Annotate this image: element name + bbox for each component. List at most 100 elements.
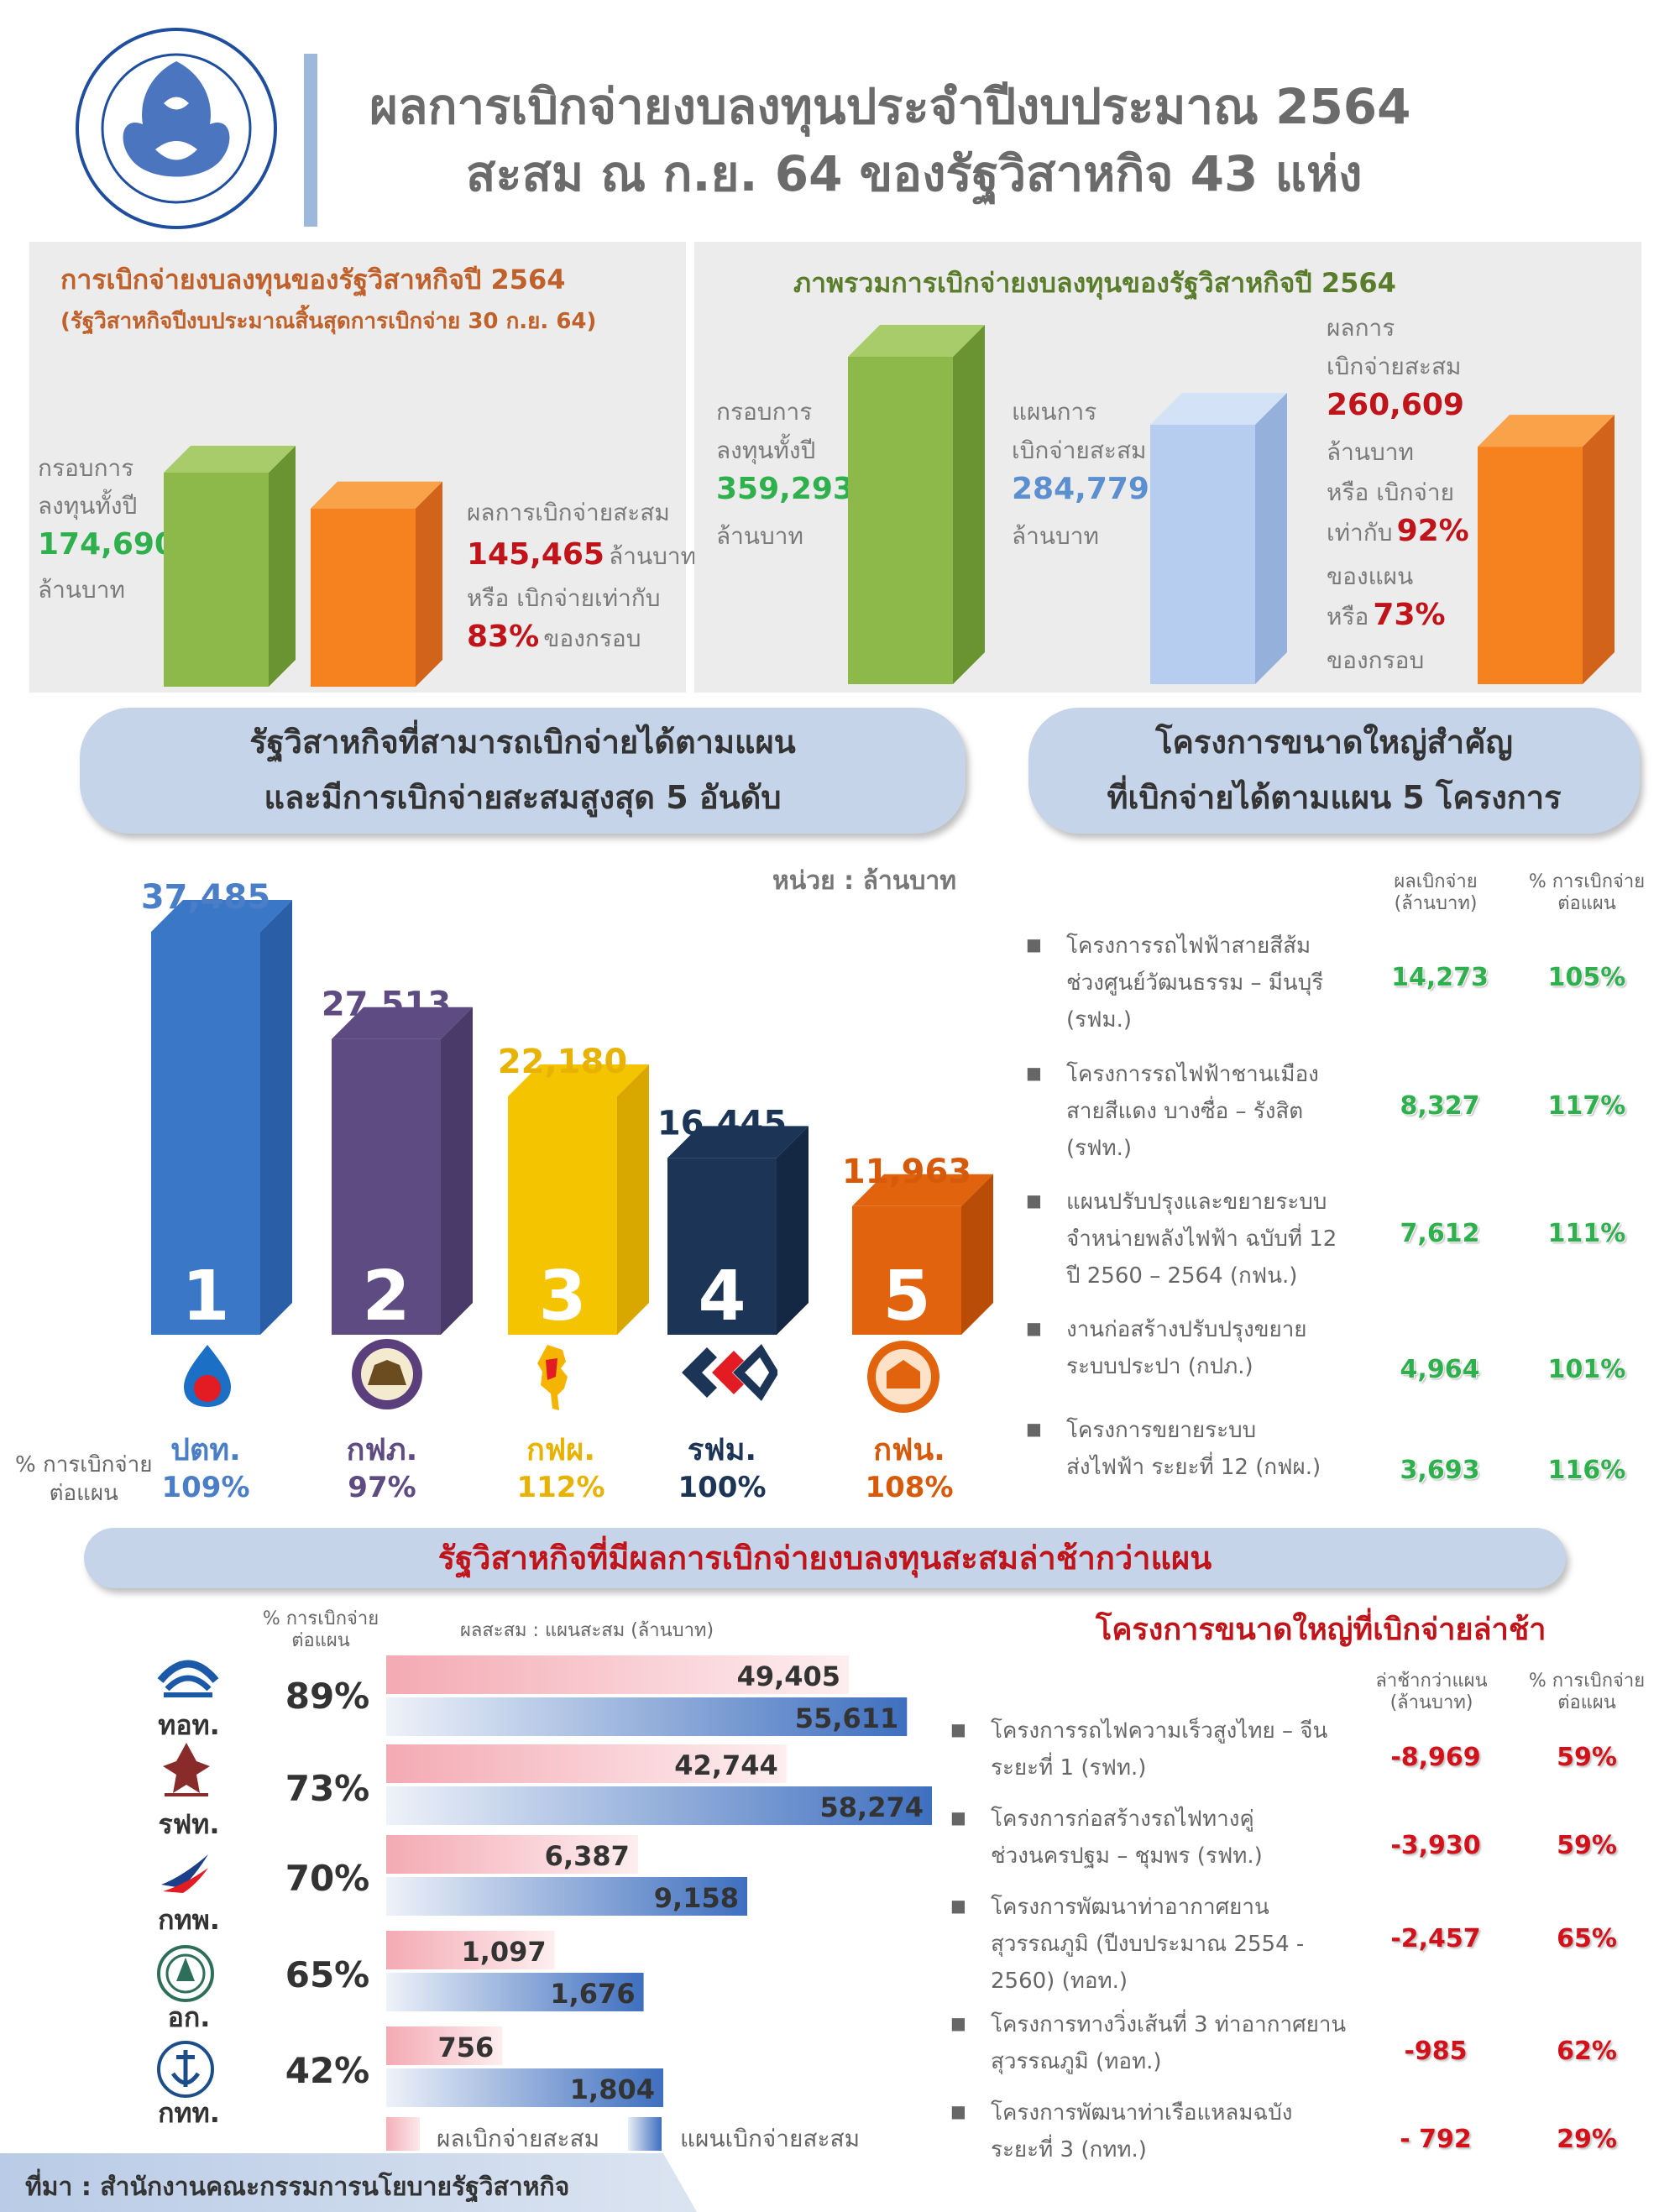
left-result-value: 145,465 (467, 537, 604, 572)
ontrack-value-4: 4,964 (1400, 1355, 1480, 1384)
right-result-pct-plan: 92% (1396, 514, 1469, 548)
page-title-line2: สะสม ณ ก.ย. 64 ของรัฐวิสาหกิจ 43 แห่ง (466, 145, 1363, 202)
right-plan-label-2: เบิกจ่ายสะสม (1012, 437, 1147, 464)
late-project-4-line-1: โครงการทางวิ่งเส้นที่ 3 ท่าอากาศยาน (991, 2012, 1347, 2037)
ontrack-project-2-line-2: สายสีแดง บางซื่อ – รังสิต (1066, 1099, 1304, 1124)
right-bar-chart (848, 325, 1615, 684)
left-budget-unit: ล้านบาท (38, 576, 125, 604)
late-col1-header-2: (ล้านบาท) (1389, 1692, 1473, 1713)
late-abbr-2: รฟท. (158, 1808, 220, 1840)
ontrack-bullet-2: ■ (1026, 1063, 1042, 1083)
ranking-unit-note: หน่วย : ล้านบาท (772, 866, 956, 896)
rank-pct-1: 109% (161, 1471, 250, 1504)
ontrack-project-4-line-1: งานก่อสร้างปรับปรุงขยาย (1066, 1317, 1307, 1342)
late-project-2-line-2: ช่วงนครปฐม – ชุมพร (รฟท.) (991, 1843, 1263, 1869)
late-abbr-1: ทอท. (158, 1709, 220, 1741)
proj-pill-line1: โครงการขนาดใหญ่สำคัญ (1155, 724, 1513, 761)
left-equal-label: หรือ เบิกจ่ายเท่ากับ (467, 584, 661, 612)
late-project-3-line-1: โครงการพัฒนาท่าอากาศยาน (991, 1895, 1269, 1920)
late-result-bar-1 (386, 1655, 850, 1694)
rank-abbr-1: ปตท. (170, 1433, 241, 1467)
right-result-label-1: ผลการ (1327, 314, 1395, 342)
late-plan-bar-5 (386, 2068, 663, 2107)
late-col2-header-2: ต่อแผน (1557, 1692, 1616, 1713)
ontrack-pct-5: 116% (1547, 1456, 1626, 1485)
ontrack-project-1-line-1: โครงการรถไฟฟ้าสายสีส้ม (1066, 933, 1311, 959)
ontrack-value-5: 3,693 (1400, 1456, 1480, 1485)
rank-number-1: 1 (181, 1257, 229, 1336)
late-abbr-5: กทท. (158, 2097, 220, 2129)
right-result-l3: หรือ เบิกจ่าย (1327, 478, 1455, 506)
mwa-logo-icon (157, 1945, 214, 2002)
left-pct-row: 83% ของกรอบ (467, 620, 641, 658)
late-bullet-3: ■ (950, 1896, 966, 1916)
late-hbar-chart: 49,40555,61142,74458,2746,3879,1581,0971… (386, 1655, 932, 2107)
ontrack-project-3-line-2: จำหน่ายพลังไฟฟ้า ฉบับที่ 12 (1066, 1226, 1337, 1252)
late-result-bar-4 (386, 1931, 555, 1969)
ranking-pct-label-1: % การเบิกจ่าย (15, 1452, 153, 1477)
late-pct-1: 89% (285, 1676, 370, 1717)
rank-bar-3 (508, 1064, 649, 1335)
late-value-3: -2,457 (1390, 1924, 1481, 1953)
late-plan-value-3: 9,158 (654, 1882, 739, 1914)
ranking-pct-label: % การเบิกจ่าย ต่อแผน (15, 1451, 152, 1508)
ontrack-bullet-3: ■ (1026, 1190, 1042, 1211)
late-pct-5: 29% (1557, 2125, 1617, 2154)
rank-abbr-5: กฟน. (873, 1433, 945, 1467)
egat-logo-icon (537, 1345, 568, 1410)
left-budget-value: 174,690 (38, 527, 175, 562)
late-col2-header: % การเบิกจ่าย ต่อแผน (1520, 1671, 1654, 1714)
rank-value-2: 27,513 (322, 986, 451, 1024)
right-result-pct-frame: 73% (1373, 598, 1446, 632)
rank-pct-2: 97% (348, 1471, 416, 1504)
late-pct-4: 65% (285, 1954, 370, 1995)
left-result-pct: 83% (467, 620, 540, 654)
late-plan-bar-3 (386, 1877, 747, 1916)
late-value-2: -3,930 (1390, 1831, 1481, 1860)
ontrack-pct-2: 117% (1547, 1091, 1626, 1121)
late-pct-header-1: % การเบิกจ่าย (262, 1608, 379, 1629)
left-budget-label-2: ลงทุนทั้งปี (38, 492, 138, 520)
right-result-label-2: เบิกจ่ายสะสม (1327, 353, 1462, 380)
left-result-label: ผลการเบิกจ่ายสะสม (467, 499, 670, 526)
left-budget-label-1: กรอบการ (38, 454, 134, 482)
late-col1-header-1: ล่าช้ากว่าแผน (1375, 1671, 1488, 1692)
late-project-4-line-2: สุวรรณภูมิ (ทอท.) (991, 2049, 1162, 2074)
ontrack-pct-3: 111% (1547, 1219, 1626, 1248)
rank-pct-4: 100% (678, 1471, 767, 1504)
late-bullet-1: ■ (950, 1719, 966, 1739)
srt-logo-icon (163, 1743, 210, 1796)
top5-pill: รัฐวิสาหกิจที่สามารถเบิกจ่ายได้ตามแผน แล… (80, 708, 966, 834)
left-bar-chart (164, 446, 442, 687)
late-pct-2: 73% (285, 1768, 370, 1809)
rank-number-3: 3 (538, 1257, 586, 1336)
exat-logo-icon (161, 1854, 208, 1893)
ontrack-project-3-line-3: ปี 2560 – 2564 (กฟน.) (1066, 1263, 1298, 1289)
right-result-l4: เท่ากับ (1327, 519, 1393, 546)
ontrack-project-2-line-1: โครงการรถไฟฟ้าชานเมือง (1066, 1062, 1319, 1087)
left-panel-title: การเบิกจ่ายงบลงทุนของรัฐวิสาหกิจปี 2564 (60, 264, 566, 295)
late-project-1-line-1: โครงการรถไฟความเร็วสูงไทย – จีน (991, 1718, 1328, 1744)
late-project-1-line-2: ระยะที่ 1 (รฟท.) (991, 1755, 1147, 1781)
ontrack-project-2-line-3: (รฟท.) (1066, 1136, 1133, 1161)
late-result-value-5: 756 (437, 2032, 494, 2063)
late-pct-header-2: ต่อแผน (291, 1630, 350, 1651)
ontrack-col2-header-2: ต่อแผน (1557, 893, 1616, 914)
left-budget-bar (164, 446, 296, 687)
left-panel-subtitle: (รัฐวิสาหกิจปีงบประมาณสิ้นสุดการเบิกจ่าย… (60, 309, 597, 334)
late-pct-3: 65% (1557, 1924, 1617, 1953)
right-result-bar (1478, 415, 1615, 684)
late-result-value-4: 1,097 (461, 1936, 546, 1968)
rank-bar-2 (332, 1007, 473, 1335)
rank-value-3: 22,180 (498, 1043, 627, 1081)
late-pct-4: 62% (1557, 2037, 1617, 2066)
right-result-l6: หรือ (1327, 603, 1369, 630)
late-value-header: ผลสะสม : แผนสะสม (ล้านบาท) (460, 1620, 714, 1641)
ontrack-bullet-4: ■ (1026, 1318, 1042, 1338)
sepo-logo (76, 28, 277, 229)
ontrack-project-5-line-1: โครงการขยายระบบ (1066, 1418, 1257, 1443)
proj-pill-line2: ที่เบิกจ่ายได้ตามแผน 5 โครงการ (1107, 779, 1562, 816)
rank-value-1: 37,485 (143, 878, 270, 917)
rank-pct-3: 112% (516, 1471, 605, 1504)
ontrack-bullet-1: ■ (1026, 934, 1042, 954)
